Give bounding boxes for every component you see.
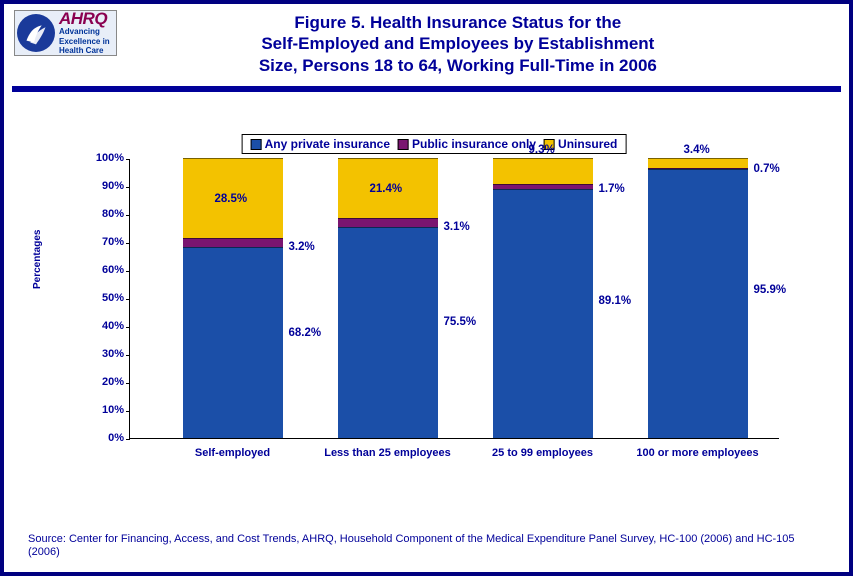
y-axis-label: Percentages	[32, 230, 43, 289]
bar-segment-private	[338, 227, 438, 438]
y-tick	[126, 299, 130, 300]
legend-item: Uninsured	[544, 137, 617, 151]
y-tick-label: 70%	[50, 236, 124, 248]
legend-label: Public insurance only	[412, 137, 536, 151]
y-tick-label: 0%	[50, 432, 124, 444]
y-tick	[126, 411, 130, 412]
ahrq-tagline-1: Advancing	[59, 28, 110, 36]
y-tick	[126, 355, 130, 356]
bar-segment-public	[338, 218, 438, 227]
y-tick-label: 20%	[50, 376, 124, 388]
y-tick	[126, 187, 130, 188]
y-tick-label: 50%	[50, 292, 124, 304]
legend-label: Uninsured	[558, 137, 617, 151]
title-line: Self-Employed and Employees by Establish…	[117, 33, 799, 54]
header: AHRQ Advancing Excellence in Health Care…	[4, 4, 849, 80]
y-tick-label: 10%	[50, 404, 124, 416]
source-note: Source: Center for Financing, Access, an…	[28, 533, 829, 561]
data-label-public: 3.1%	[444, 221, 470, 233]
header-rule	[12, 86, 841, 92]
data-label-public: 0.7%	[754, 163, 780, 175]
y-tick	[126, 383, 130, 384]
y-tick-label: 30%	[50, 348, 124, 360]
y-tick-label: 60%	[50, 264, 124, 276]
ahrq-text: AHRQ Advancing Excellence in Health Care	[59, 10, 110, 55]
legend-item: Public insurance only	[398, 137, 536, 151]
bar-segment-private	[493, 189, 593, 438]
category-label: 25 to 99 employees	[478, 447, 608, 460]
data-label-uninsured: 3.4%	[684, 144, 710, 156]
ahrq-tagline-3: Health Care	[59, 47, 110, 55]
ahrq-tagline-2: Excellence in	[59, 38, 110, 46]
data-label-private: 89.1%	[599, 295, 632, 307]
chart-area: Any private insurance Public insurance o…	[54, 114, 814, 504]
data-label-uninsured: 9.3%	[529, 144, 555, 156]
bar-segment-uninsured	[648, 158, 748, 168]
data-label-uninsured: 28.5%	[215, 193, 248, 205]
bar-segment-uninsured	[493, 158, 593, 184]
data-label-private: 68.2%	[289, 327, 322, 339]
y-tick	[126, 215, 130, 216]
y-tick-label: 90%	[50, 180, 124, 192]
legend-item: Any private insurance	[251, 137, 390, 151]
data-label-public: 3.2%	[289, 241, 315, 253]
y-tick	[126, 439, 130, 440]
figure-frame: AHRQ Advancing Excellence in Health Care…	[0, 0, 853, 576]
y-tick	[126, 327, 130, 328]
data-label-public: 1.7%	[599, 183, 625, 195]
figure-title: Figure 5. Health Insurance Status for th…	[117, 10, 839, 76]
bar-segment-public	[183, 238, 283, 247]
legend: Any private insurance Public insurance o…	[242, 134, 627, 154]
bar-group	[493, 159, 593, 438]
category-label: Self-employed	[168, 447, 298, 460]
y-tick-label: 100%	[50, 152, 124, 164]
ahrq-wordmark: AHRQ	[59, 10, 110, 27]
y-tick-label: 40%	[50, 320, 124, 332]
category-label: Less than 25 employees	[323, 447, 453, 460]
y-tick-label: 80%	[50, 208, 124, 220]
legend-swatch-icon	[398, 139, 409, 150]
y-tick	[126, 271, 130, 272]
data-label-uninsured: 21.4%	[370, 183, 403, 195]
bar-segment-public	[648, 168, 748, 170]
plot-region: 0%10%20%30%40%50%60%70%80%90%100%68.2%3.…	[129, 159, 779, 439]
bar-segment-public	[493, 184, 593, 189]
hhs-seal-icon	[17, 14, 55, 52]
data-label-private: 75.5%	[444, 316, 477, 328]
bar-segment-private	[648, 169, 748, 438]
y-tick	[126, 243, 130, 244]
ahrq-logo: AHRQ Advancing Excellence in Health Care	[14, 10, 117, 56]
title-line: Figure 5. Health Insurance Status for th…	[117, 12, 799, 33]
title-line: Size, Persons 18 to 64, Working Full-Tim…	[117, 55, 799, 76]
bar-segment-private	[183, 247, 283, 438]
legend-label: Any private insurance	[265, 137, 390, 151]
bar-group	[338, 159, 438, 438]
data-label-private: 95.9%	[754, 284, 787, 296]
category-label: 100 or more employees	[633, 447, 763, 460]
bar-group	[648, 159, 748, 438]
y-tick	[126, 159, 130, 160]
legend-swatch-icon	[251, 139, 262, 150]
